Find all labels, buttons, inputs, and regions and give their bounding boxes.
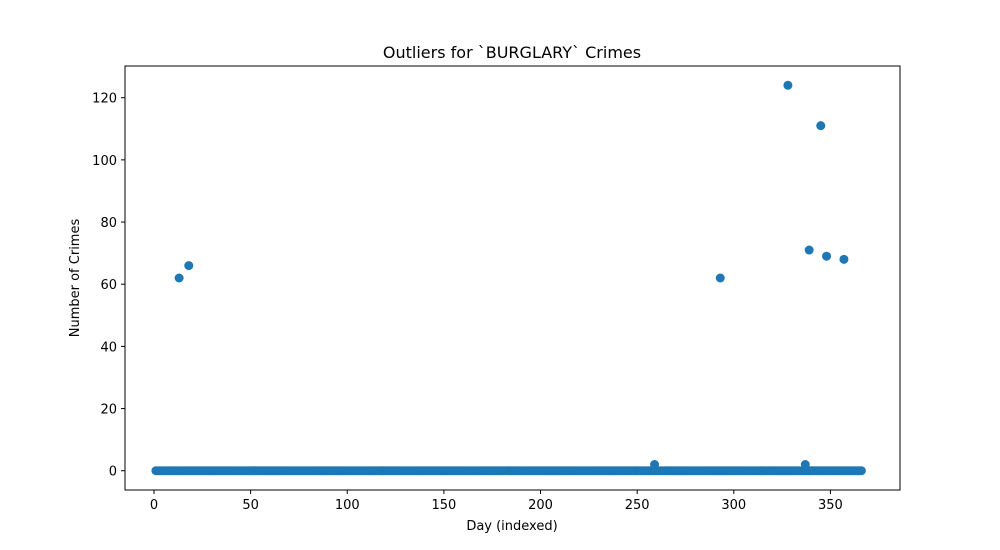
data-point	[715, 273, 725, 283]
y-tick-label: 40	[100, 340, 117, 355]
x-tick-label: 0	[150, 498, 158, 513]
data-point	[174, 273, 184, 283]
data-point	[856, 466, 866, 476]
y-tick-label: 0	[109, 465, 117, 480]
x-tick-label: 50	[242, 498, 259, 513]
data-point	[839, 254, 849, 264]
data-point	[783, 80, 793, 90]
data-point	[184, 261, 194, 271]
plot-frame	[124, 65, 901, 491]
y-axis-label: Number of Crimes	[68, 219, 83, 338]
y-tick-label: 100	[92, 154, 117, 169]
y-tick-label: 60	[100, 278, 117, 293]
x-tick-label: 350	[818, 498, 843, 513]
x-tick-label: 150	[431, 498, 456, 513]
x-tick-label: 300	[721, 498, 746, 513]
data-points	[151, 80, 866, 476]
y-tick-label: 120	[92, 92, 117, 107]
data-point	[650, 460, 660, 470]
y-axis-ticks: 0 20 40 60 80 100 120	[92, 92, 125, 480]
data-point	[816, 121, 826, 131]
data-point	[800, 460, 810, 470]
chart-title: Outliers for `BURGLARY` Crimes	[383, 43, 641, 62]
x-axis-ticks: 0 50 100 150 200 250 300 350	[150, 490, 843, 513]
data-point	[822, 251, 832, 261]
x-tick-label: 250	[625, 498, 650, 513]
y-tick-label: 80	[100, 216, 117, 231]
x-tick-label: 100	[335, 498, 360, 513]
x-tick-label: 200	[528, 498, 553, 513]
y-tick-label: 20	[100, 403, 117, 418]
x-axis-label: Day (indexed)	[466, 519, 557, 534]
data-point	[804, 245, 814, 255]
